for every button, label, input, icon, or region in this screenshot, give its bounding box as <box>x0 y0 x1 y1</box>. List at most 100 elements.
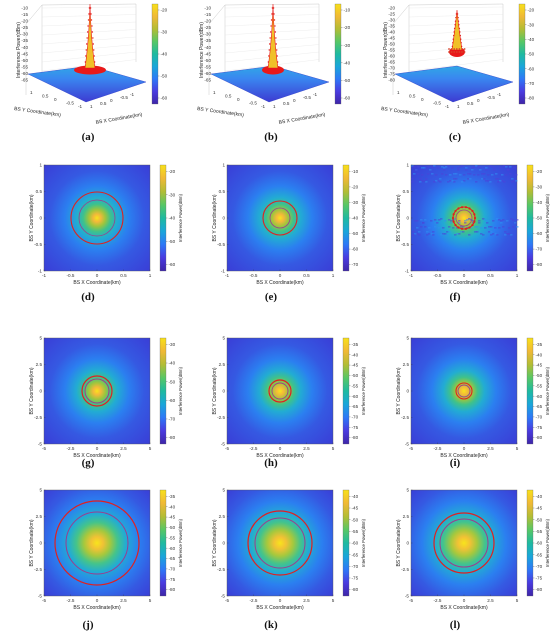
noise-speckle <box>451 180 454 182</box>
y-axis-label: BS Y Coordinate(km) <box>29 519 35 566</box>
noise-speckle <box>472 222 475 224</box>
noise-speckle <box>435 180 438 182</box>
peak-marker <box>455 16 457 19</box>
panel-label: (l) <box>450 619 461 631</box>
noise-speckle <box>430 220 433 222</box>
ring-marker <box>460 206 464 209</box>
noise-speckle <box>445 166 448 168</box>
interference-peak <box>84 3 96 69</box>
colorbar-tick-label: -35 <box>352 342 359 347</box>
peak-marker <box>91 31 94 33</box>
noise-speckle <box>447 165 450 167</box>
noise-speckle <box>508 233 511 235</box>
noise-speckle <box>472 220 475 222</box>
x-tick-label: -5 <box>409 598 414 603</box>
colorbar-tick-label: -70 <box>169 567 176 572</box>
y-axis-label: BS Y Coordinate(km) <box>212 194 218 241</box>
noise-speckle <box>515 180 518 182</box>
x-tick-label: 1 <box>273 104 276 109</box>
ring-marker <box>460 227 464 230</box>
colorbar-tick-label: -60 <box>161 96 168 101</box>
heatmap-plot-area <box>43 164 151 272</box>
y-axis-label: BS Y Coordinate(km) <box>396 194 402 241</box>
peak-marker <box>87 25 89 27</box>
noise-speckle <box>461 165 464 167</box>
noise-speckle <box>450 222 453 224</box>
peak-marker <box>452 42 454 44</box>
x-axis-label: BS X Coordinate(km) <box>256 605 304 611</box>
noise-speckle <box>483 173 486 175</box>
noise-speckle <box>485 180 488 182</box>
x-axis-label: BS X Coordinate(km) <box>462 112 510 126</box>
y-tick-label: 1 <box>397 90 400 95</box>
noise-speckle <box>448 231 451 233</box>
z-tick-label: -75 <box>388 72 395 77</box>
noise-speckle <box>452 227 455 229</box>
noise-speckle <box>490 234 493 236</box>
noise-speckle <box>467 173 470 175</box>
colorbar-tick-label: -50 <box>169 239 176 244</box>
colorbar-tick-label: -65 <box>352 404 359 409</box>
panel-label: (c) <box>449 131 462 143</box>
x-tick-label: 0.5 <box>487 273 494 278</box>
noise-speckle <box>490 231 493 233</box>
heatmap-plot-area <box>226 164 334 272</box>
heatmap-panel-i: -5 -2.5 0 2.5 5 5 2.5 0 -2.5 -5 BS X Coordinate(km… <box>396 336 550 469</box>
noise-speckle <box>497 178 500 180</box>
noise-speckle <box>498 227 501 229</box>
noise-speckle <box>442 233 445 235</box>
y-tick-label: 1 <box>30 90 33 95</box>
peak-marker <box>448 51 450 53</box>
noise-speckle <box>417 173 420 175</box>
colorbar-tick-label: -70 <box>352 262 359 267</box>
noise-speckle <box>502 219 505 221</box>
ring-marker <box>454 223 457 227</box>
noise-speckle <box>464 222 467 224</box>
heatmap-panel-e: -1 -0.5 0 0.5 1 1 0.5 0 -0.5 -1 BS X Coordinate(km… <box>212 163 366 303</box>
peak-marker <box>86 43 88 45</box>
z-tick-label: -15 <box>204 12 211 17</box>
noise-speckle <box>412 231 415 233</box>
colorbar-title: Interference Power(dBm) <box>361 518 366 567</box>
panel-label: (f) <box>450 291 461 303</box>
x-tick-label: -2.5 <box>434 598 442 603</box>
colorbar-tick-label: -50 <box>161 74 168 79</box>
y-axis-label: BS Y Coordinate(km) <box>29 367 35 414</box>
grid-line <box>41 14 137 18</box>
colorbar-tick-label: -60 <box>169 398 176 403</box>
colorbar-tick-label: -70 <box>528 81 535 86</box>
y-tick-label: 0 <box>39 541 42 546</box>
noise-speckle <box>468 234 471 236</box>
colorbar-tick-label: -10 <box>352 169 359 174</box>
colorbar-tick-label: -20 <box>161 8 168 13</box>
y-tick-label: -1 <box>261 104 266 109</box>
noise-speckle <box>515 174 518 176</box>
noise-speckle <box>459 174 462 176</box>
grid-line <box>408 59 504 72</box>
inner-ring <box>84 378 110 404</box>
y-tick-label: -5 <box>405 442 410 447</box>
colorbar <box>159 337 167 445</box>
colorbar-tick-label: -50 <box>352 373 359 378</box>
y-axis-label: BS Y Coordinate(km) <box>381 106 429 119</box>
noise-speckle <box>501 174 504 176</box>
heatmap-plot-area <box>43 489 151 597</box>
noise-speckle <box>424 219 427 221</box>
peak-marker <box>453 31 455 33</box>
colorbar-tick-label: -45 <box>352 363 359 368</box>
noise-speckle <box>460 226 463 228</box>
x-tick-label: 0 <box>463 598 466 603</box>
ring-marker <box>464 227 468 230</box>
outer-ring <box>262 200 298 236</box>
noise-speckle <box>507 169 510 171</box>
x-tick-label: -1 <box>497 92 502 97</box>
noise-speckle <box>464 220 467 222</box>
z-tick-label: -40 <box>21 45 28 50</box>
y-tick-label: 0 <box>406 541 409 546</box>
noise-speckle <box>475 181 478 183</box>
colorbar-tick-label: -40 <box>169 216 176 221</box>
y-tick-label: 5 <box>406 488 409 493</box>
peak-marker <box>273 13 275 15</box>
noise-speckle <box>437 167 440 169</box>
noise-speckle <box>466 219 469 221</box>
